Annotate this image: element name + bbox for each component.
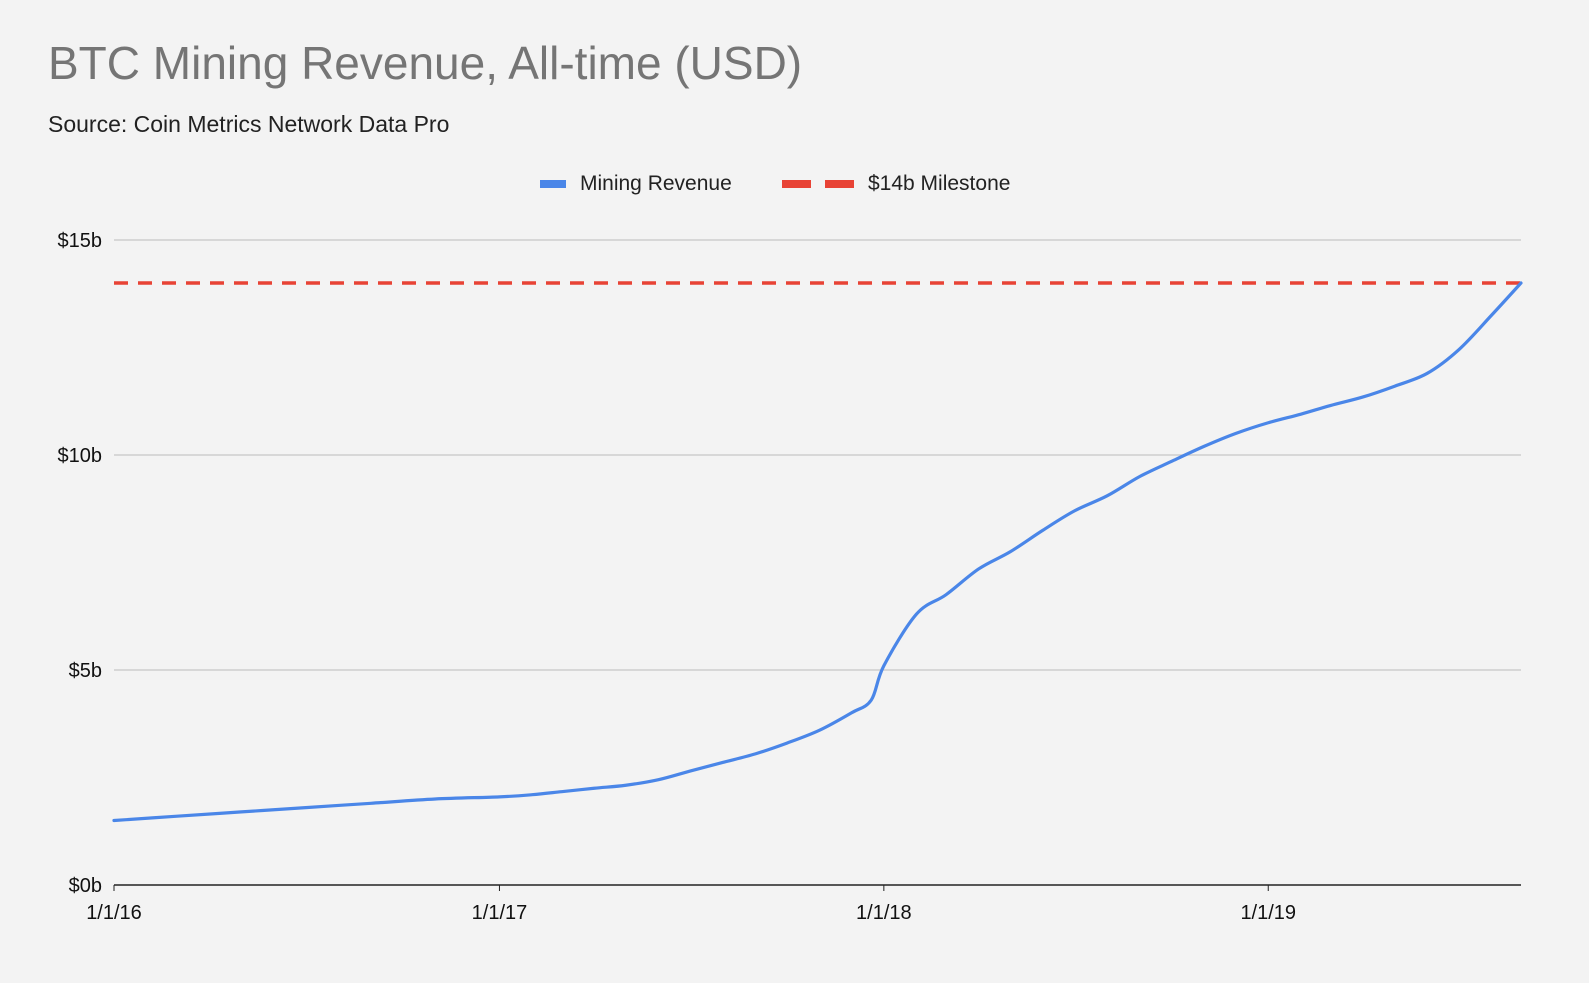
data-point-mining-revenue <box>593 787 595 789</box>
data-point-mining-revenue <box>786 742 788 744</box>
data-point-mining-revenue <box>1426 372 1428 374</box>
data-point-mining-revenue <box>754 753 756 755</box>
data-point-mining-revenue <box>945 594 947 596</box>
data-point-mining-revenue <box>657 778 659 780</box>
data-point-mining-revenue <box>1106 495 1108 497</box>
data-point-mining-revenue <box>1520 282 1522 284</box>
data-point-mining-revenue <box>1393 385 1395 387</box>
data-point-mining-revenue <box>1490 314 1492 316</box>
data-point-mining-revenue <box>977 568 979 570</box>
data-point-mining-revenue <box>1042 529 1044 531</box>
data-point-mining-revenue <box>722 761 724 763</box>
y-tick-label: $15b <box>58 230 103 252</box>
data-point-mining-revenue <box>850 712 852 714</box>
legend-item-mining-revenue[interactable]: Mining Revenue <box>540 169 732 199</box>
data-point-mining-revenue <box>1300 413 1302 415</box>
data-point-mining-revenue <box>1139 475 1141 477</box>
legend-label-milestone: $14b Milestone <box>868 172 1011 195</box>
data-point-mining-revenue <box>370 802 372 804</box>
x-tick-label: 1/1/16 <box>86 902 142 924</box>
data-point-mining-revenue <box>304 806 306 808</box>
x-tick-label: 1/1/18 <box>856 902 912 924</box>
data-point-mining-revenue <box>1267 422 1269 424</box>
legend-item-milestone[interactable]: $14b Milestone <box>782 169 1010 199</box>
legend-swatch-milestone <box>782 180 854 188</box>
y-tick-label: $0b <box>69 875 102 897</box>
data-point-mining-revenue <box>689 770 691 772</box>
y-tick-label: $10b <box>58 445 103 467</box>
x-tick-label: 1/1/19 <box>1240 902 1296 924</box>
data-point-mining-revenue <box>560 790 562 792</box>
data-point-mining-revenue <box>818 729 820 731</box>
data-point-mining-revenue <box>531 794 533 796</box>
data-point-mining-revenue <box>1170 460 1172 462</box>
data-point-mining-revenue <box>1203 445 1205 447</box>
legend-label-mining-revenue: Mining Revenue <box>580 172 732 195</box>
data-point-mining-revenue <box>1009 551 1011 553</box>
legend-swatch-mining-revenue <box>540 180 566 188</box>
data-point-mining-revenue <box>625 784 627 786</box>
data-point-mining-revenue <box>498 796 500 798</box>
data-point-mining-revenue <box>1234 432 1236 434</box>
data-point-mining-revenue <box>915 613 917 615</box>
data-point-mining-revenue <box>240 811 242 813</box>
x-tick-label: 1/1/17 <box>472 902 528 924</box>
data-point-mining-revenue <box>1362 396 1364 398</box>
data-point-mining-revenue <box>113 819 115 821</box>
data-point-mining-revenue <box>1073 510 1075 512</box>
chart-legend: Mining Revenue $14b Milestone <box>0 169 1589 199</box>
series-line-mining-revenue <box>112 281 1523 823</box>
chart-subtitle: Source: Coin Metrics Network Data Pro <box>48 111 450 137</box>
y-tick-label: $5b <box>69 660 102 682</box>
data-point-mining-revenue <box>883 665 885 667</box>
data-point-mining-revenue <box>434 798 436 800</box>
chart-title: BTC Mining Revenue, All-time (USD) <box>48 37 803 89</box>
data-point-mining-revenue <box>176 815 178 817</box>
data-point-mining-revenue <box>870 699 872 701</box>
data-point-mining-revenue <box>1329 404 1331 406</box>
data-point-mining-revenue <box>1458 348 1460 350</box>
